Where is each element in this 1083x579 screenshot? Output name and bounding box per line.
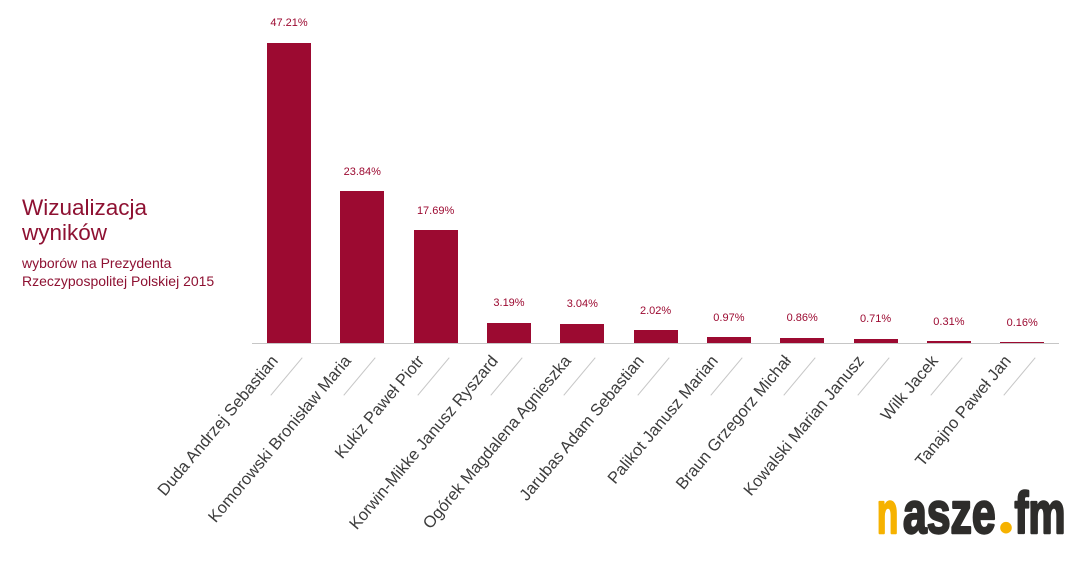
svg-text:n: n: [877, 481, 898, 546]
svg-text:fm: fm: [1015, 481, 1066, 546]
svg-text:asze: asze: [903, 481, 996, 546]
